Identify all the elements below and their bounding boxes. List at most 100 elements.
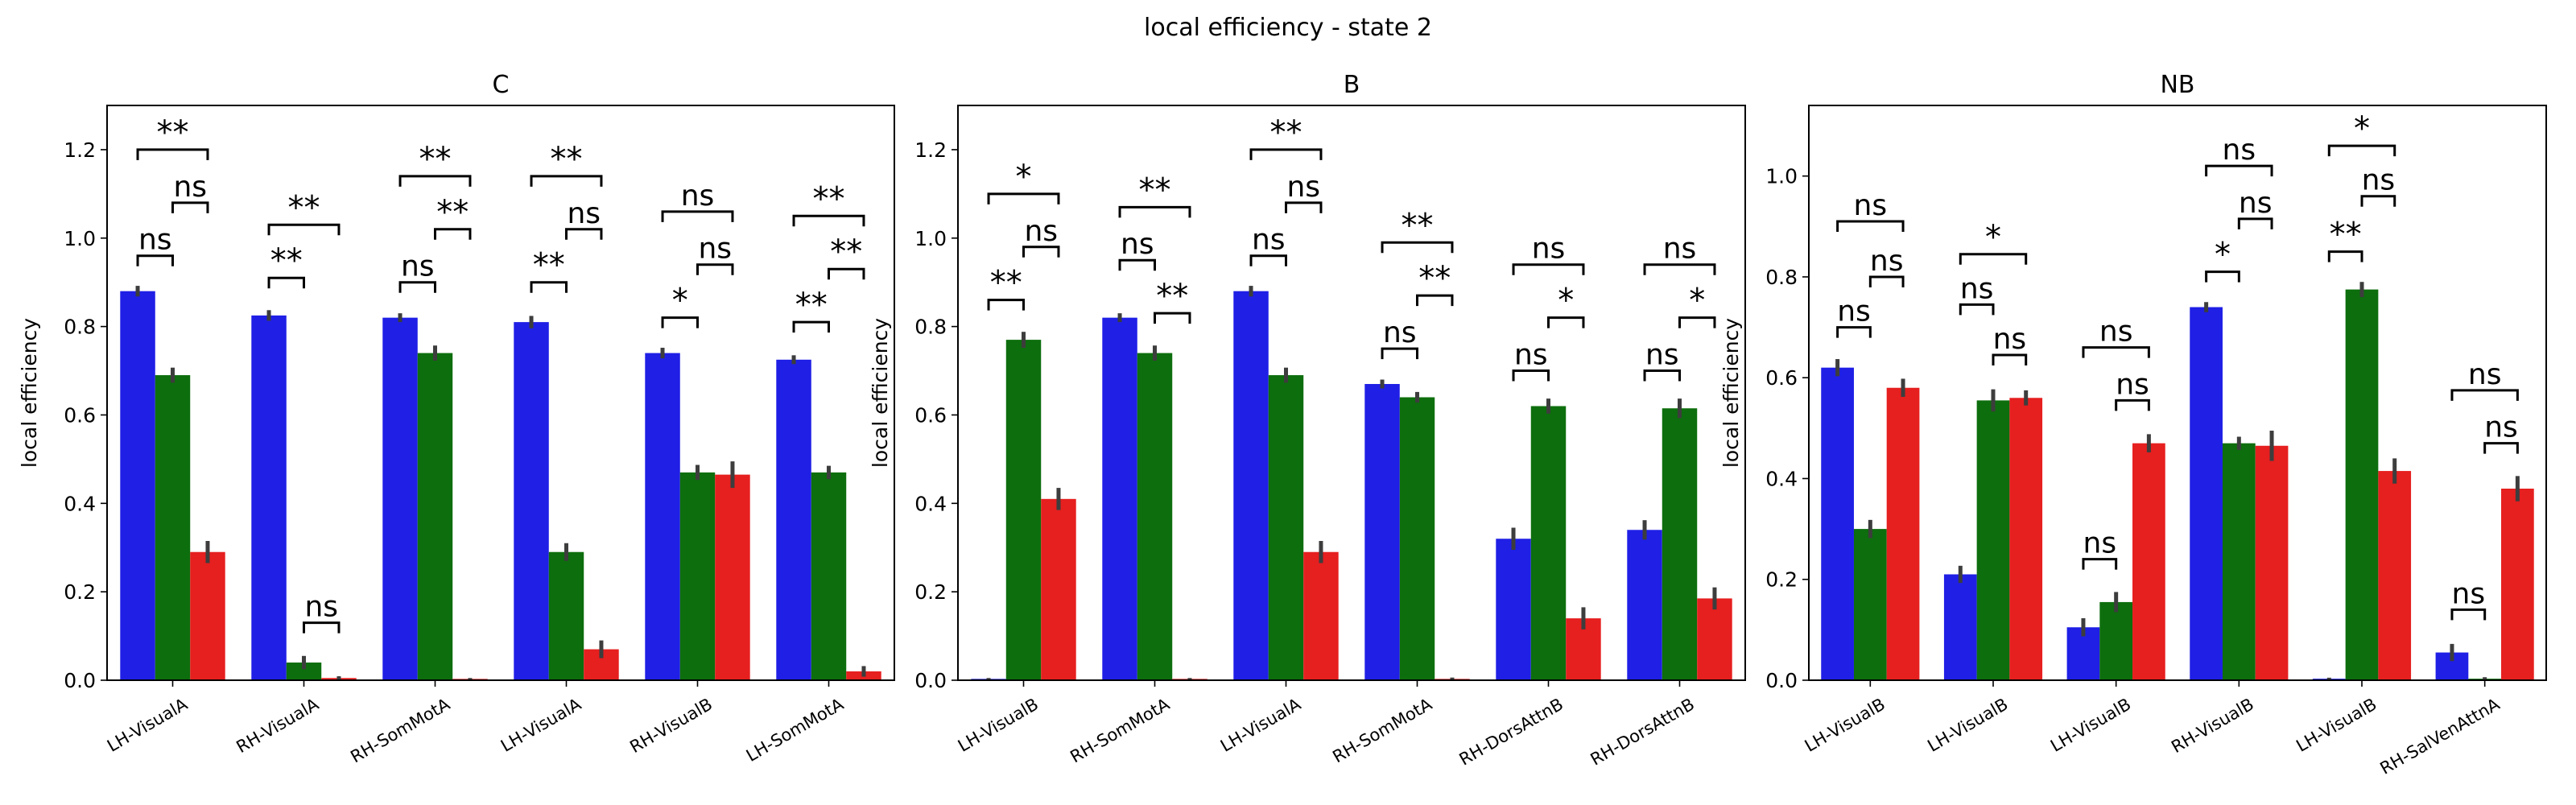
y-tick-label: 0.8 <box>914 316 947 339</box>
x-tick-label: LH-VisualB <box>955 695 1042 756</box>
bar <box>251 315 287 680</box>
significance-label: ns <box>1121 228 1154 261</box>
x-tick-label: LH-SomMotA <box>743 694 848 766</box>
significance-label: ns <box>1252 224 1286 257</box>
significance-label: * <box>2354 110 2370 147</box>
y-tick-label: 0.4 <box>1765 467 1798 490</box>
y-tick-label: 0.4 <box>64 492 96 515</box>
bar <box>1530 406 1567 680</box>
significance-label: ns <box>1663 233 1697 266</box>
significance-bracket <box>1381 347 1418 360</box>
significance-label: ns <box>1383 316 1417 349</box>
bar <box>1303 551 1339 680</box>
significance-label: ns <box>1024 215 1058 248</box>
significance-bracket <box>1992 353 2028 366</box>
significance-label: ns <box>2484 411 2518 444</box>
significance-bracket <box>434 228 472 240</box>
y-tick-label: 0.4 <box>914 492 947 515</box>
significance-label: ns <box>1960 272 1994 305</box>
bar <box>1137 353 1173 680</box>
y-tick-label: 1.2 <box>64 138 96 162</box>
significance-bracket <box>1643 263 1716 275</box>
significance-bracket <box>1836 220 1905 233</box>
x-tick-label: RH-VisualB <box>626 695 716 758</box>
bar <box>2222 443 2256 680</box>
y-tick-label: 0.2 <box>914 580 947 604</box>
panel-title: C <box>493 71 510 99</box>
bar <box>1399 397 1435 680</box>
significance-bracket <box>530 175 603 187</box>
significance-bracket <box>267 223 341 236</box>
bar <box>1364 384 1400 680</box>
significance-bracket <box>267 276 305 289</box>
y-tick-label: 1.0 <box>1765 165 1798 188</box>
y-tick-label: 0.8 <box>1765 266 1798 289</box>
significance-bracket <box>987 192 1060 204</box>
significance-bracket <box>1643 369 1681 382</box>
significance-bracket <box>2205 270 2240 283</box>
bar <box>1697 598 1732 680</box>
significance-bracket <box>1868 275 1905 287</box>
significance-label: ** <box>436 194 469 231</box>
significance-bracket <box>1154 312 1191 324</box>
figure-title: local efficiency - state 2 <box>1144 14 1432 42</box>
x-tick-label: LH-VisualB <box>2047 695 2134 756</box>
bar <box>190 551 225 680</box>
bar <box>514 322 549 680</box>
significance-label: ns <box>138 224 172 257</box>
bar <box>645 353 680 680</box>
significance-bracket <box>1512 263 1585 275</box>
bar <box>1005 340 1042 680</box>
chart-panel-NB: NB local efficiency 0.0 0.2 0.4 0.6 0.8 1.0 ns ns… <box>1719 71 2547 778</box>
bar <box>1102 317 1137 680</box>
significance-bracket <box>696 263 734 275</box>
bar <box>776 359 811 680</box>
y-tick-label: 0.0 <box>64 669 96 692</box>
bar <box>1041 498 1076 680</box>
x-tick-label: RH-SomMotA <box>347 694 453 766</box>
bar <box>2132 443 2165 680</box>
bar <box>679 472 716 680</box>
y-axis-label: local efficiency <box>1719 318 1743 468</box>
significance-bracket <box>2205 164 2273 177</box>
bar <box>2378 471 2412 680</box>
bar <box>2345 289 2379 680</box>
significance-label: ** <box>813 180 845 217</box>
y-tick-label: 0.6 <box>64 403 96 427</box>
bar <box>2255 445 2289 680</box>
bar <box>1662 408 1698 680</box>
significance-label: ** <box>419 141 452 178</box>
significance-label: ** <box>1270 114 1302 151</box>
bar <box>2009 398 2043 680</box>
significance-bracket <box>2327 250 2363 262</box>
y-tick-label: 0.6 <box>914 403 947 427</box>
significance-label: ns <box>1532 233 1566 266</box>
significance-bracket <box>2115 398 2150 411</box>
x-tick-label: LH-VisualB <box>1924 695 2011 756</box>
bar <box>1886 387 1920 680</box>
significance-label: ** <box>830 233 862 270</box>
significance-label: ns <box>2362 164 2396 197</box>
significance-bracket <box>792 320 830 333</box>
bar <box>2501 489 2534 680</box>
significance-bracket <box>1512 369 1550 382</box>
significance-label: ns <box>2239 187 2273 220</box>
significance-bracket <box>136 148 209 160</box>
significance-label: ns <box>2083 527 2117 560</box>
y-tick-label: 0.2 <box>1765 568 1798 592</box>
x-tick-label: LH-VisualB <box>2293 695 2380 756</box>
significance-label: ns <box>1993 323 2027 356</box>
axes-frame <box>1808 105 2547 681</box>
significance-bracket <box>661 210 734 222</box>
panel-title: NB <box>2160 71 2194 99</box>
x-tick-label: LH-VisualA <box>104 694 192 756</box>
x-tick-label: LH-VisualA <box>497 694 585 756</box>
significance-bracket <box>1959 303 1995 316</box>
significance-label: ns <box>2452 577 2486 610</box>
significance-bracket <box>1022 246 1060 258</box>
y-tick-label: 0.8 <box>64 316 96 339</box>
significance-label: ns <box>2223 134 2256 167</box>
